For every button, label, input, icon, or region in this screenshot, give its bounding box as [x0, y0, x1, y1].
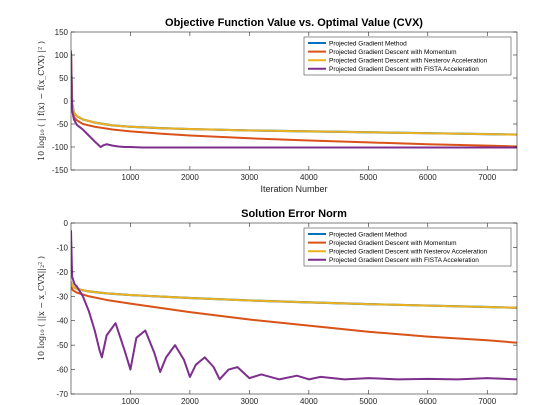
- legend-entry-2: Projected Gradient Descent with Momentum: [329, 240, 457, 247]
- x-tick-label: 1000: [122, 397, 140, 405]
- y-tick-label: -150: [52, 166, 69, 175]
- x-tick-label: 3000: [240, 173, 258, 182]
- y-tick-label: 0: [64, 97, 69, 106]
- x-tick-label: 1000: [122, 173, 140, 182]
- legend-box: [303, 227, 512, 267]
- legend-entry-2: Projected Gradient Descent with Momentum: [329, 49, 457, 56]
- y-tick-label: -30: [56, 292, 68, 301]
- x-tick-label: 7000: [478, 173, 496, 182]
- x-tick-label: 4000: [300, 397, 318, 405]
- y-tick-label: 150: [55, 28, 69, 37]
- x-tick-label: 4000: [300, 173, 318, 182]
- x-tick-label: 6000: [419, 397, 437, 405]
- y-tick-label: -60: [56, 366, 68, 375]
- y-axis-label: 10 log₁₀ ( | f(x) − f(x_CVX) |² ): [37, 41, 46, 161]
- y-tick-label: -20: [56, 268, 68, 277]
- legend: Projected Gradient Method Projected Gradi…: [303, 227, 512, 267]
- series-line-4: [71, 52, 517, 149]
- y-tick-label: 0: [64, 219, 69, 228]
- y-tick-label: 100: [55, 51, 69, 60]
- y-tick-label: 50: [59, 74, 68, 83]
- axes-frame: [70, 222, 518, 395]
- x-axis-label: Iteration Number: [260, 184, 327, 194]
- series-line-2: [71, 286, 517, 344]
- y-tick-label: -100: [52, 143, 69, 152]
- x-tick-label: 5000: [359, 173, 377, 182]
- y-tick-label: -50: [56, 341, 68, 350]
- legend-entry-3: Projected Gradient Descent with Nesterov…: [329, 58, 488, 65]
- series-line-2: [71, 50, 517, 148]
- y-tick-label: -70: [56, 390, 68, 399]
- chart-2: 1000 2000 3000 4000 5000 6000 7000 -70 -60 -50 -40…: [37, 208, 518, 405]
- chart-title: Solution Error Norm: [241, 208, 347, 220]
- series-line-4: [71, 230, 517, 381]
- legend-entry-1: Projected Gradient Method: [329, 40, 407, 47]
- legend: Projected Gradient Method Projected Gradi…: [303, 36, 512, 76]
- x-tick-label: 6000: [419, 173, 437, 182]
- x-tick-label: 7000: [478, 397, 496, 405]
- x-tick-label: 5000: [359, 397, 377, 405]
- y-tick-label: -10: [56, 243, 68, 252]
- series-line-3: [71, 281, 517, 309]
- x-tick-label: 2000: [181, 397, 199, 405]
- series-line-3: [71, 54, 517, 136]
- legend-entry-4: Projected Gradient Descent with FISTA Ac…: [329, 257, 479, 264]
- chart-title: Objective Function Value vs. Optimal Val…: [165, 17, 423, 29]
- x-tick-label: 3000: [240, 397, 258, 405]
- legend-box: [303, 36, 512, 76]
- y-tick-label: -50: [56, 120, 68, 129]
- x-tick-label: 2000: [181, 173, 199, 182]
- legend-entry-1: Projected Gradient Method: [329, 231, 407, 238]
- chart-1: 1000 2000 3000 4000 5000 6000 7000 -150 -100 -50 0…: [37, 17, 518, 194]
- legend-entry-4: Projected Gradient Descent with FISTA Ac…: [329, 66, 479, 73]
- y-tick-label: -40: [56, 317, 68, 326]
- y-axis-label: 10 log₁₀ ( ||x − x_CVX||₂² ): [37, 256, 46, 361]
- legend-entry-3: Projected Gradient Descent with Nesterov…: [329, 249, 488, 256]
